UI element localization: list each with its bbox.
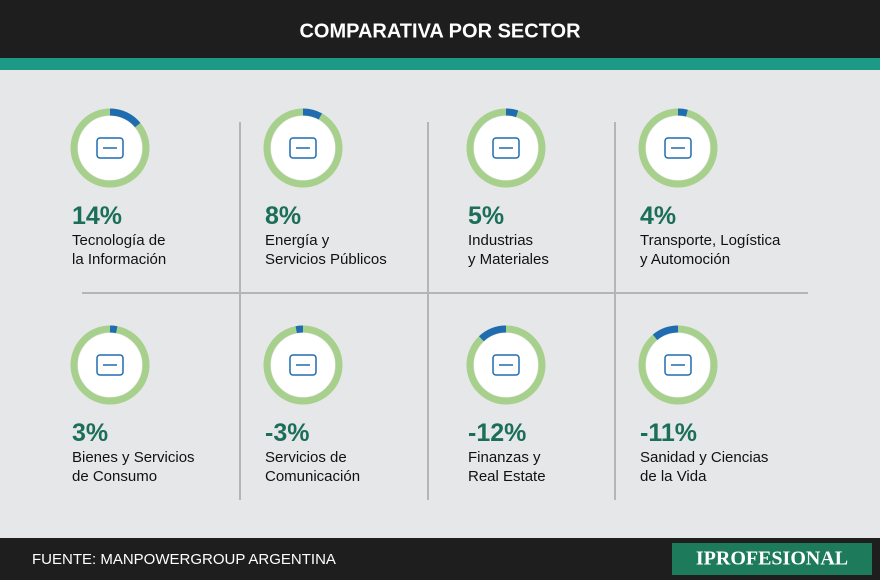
ring-arc	[109, 108, 141, 128]
sectors: 14% Tecnología de la Información 8% Energía …	[70, 108, 781, 485]
sector-label: Servicios de	[265, 449, 347, 466]
ring-arc	[652, 325, 679, 341]
sector-label: Sanidad y Ciencias	[640, 449, 768, 466]
header-bar	[0, 0, 880, 58]
ring-arc	[302, 108, 323, 120]
sector-value: 14%	[72, 202, 122, 230]
brand-box	[672, 543, 872, 575]
sector-label: de la Vida	[640, 468, 707, 485]
sector-value: -3%	[265, 419, 309, 447]
source: FUENTE: MANPOWERGROUP ARGENTINA	[32, 551, 336, 568]
ring-arc	[478, 325, 507, 342]
sector-label: Finanzas y	[468, 449, 541, 466]
sector-label: y Automoción	[640, 251, 730, 268]
icon	[289, 354, 317, 376]
icon	[96, 137, 124, 159]
sector-label: y Materiales	[468, 251, 549, 268]
sector-label: Servicios Públicos	[265, 251, 387, 268]
sector-label: Tecnología de	[72, 232, 165, 249]
ring-arc	[295, 325, 304, 334]
sector-label: Energía y	[265, 232, 330, 249]
icon	[289, 137, 317, 159]
icon	[96, 354, 124, 376]
sector-value: 3%	[72, 419, 108, 447]
sector-label: Industrias	[468, 232, 533, 249]
header-stripe	[0, 58, 880, 70]
sector-value: 8%	[265, 202, 301, 230]
sector-label: Real Estate	[468, 468, 546, 485]
title: COMPARATIVA POR SECTOR	[299, 20, 581, 42]
icon	[664, 354, 692, 376]
sector-label: de Consumo	[72, 468, 157, 485]
sector-label: Transporte, Logística	[640, 232, 781, 249]
ring-arc	[109, 325, 118, 334]
icon	[492, 354, 520, 376]
sector-label: Comunicación	[265, 468, 360, 485]
sector-label: Bienes y Servicios	[72, 449, 195, 466]
sector-label: la Información	[72, 251, 166, 268]
icon	[492, 137, 520, 159]
brand: IPROFESIONAL	[696, 548, 848, 570]
icon	[664, 137, 692, 159]
ring-arc	[505, 108, 519, 118]
sector-value: -12%	[468, 419, 526, 447]
sector-value: -11%	[640, 419, 697, 447]
sector-value: 5%	[468, 202, 504, 230]
ring-arc	[677, 108, 688, 117]
sector-value: 4%	[640, 202, 676, 230]
